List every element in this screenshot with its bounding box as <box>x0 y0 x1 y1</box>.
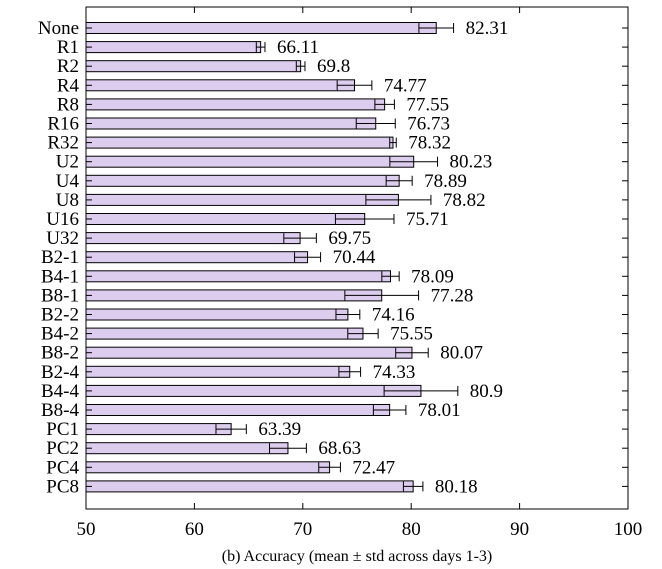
value-label: 69.8 <box>317 56 350 77</box>
value-label: 77.28 <box>431 285 474 306</box>
category-label: PC8 <box>46 476 79 497</box>
value-label: 78.32 <box>408 133 451 154</box>
category-label: PC2 <box>46 438 79 459</box>
bar <box>85 117 377 130</box>
value-label: 68.63 <box>318 438 361 459</box>
bar <box>85 232 301 245</box>
value-label: 80.23 <box>450 152 493 173</box>
category-label: R8 <box>57 94 79 115</box>
category-label: B8-4 <box>41 400 80 421</box>
x-tick-label: 60 <box>185 519 204 540</box>
bar <box>85 480 414 493</box>
value-label: 76.73 <box>407 114 450 135</box>
category-label: None <box>38 18 79 39</box>
x-tick-label: 50 <box>77 519 96 540</box>
value-label: 80.9 <box>470 381 503 402</box>
bar <box>85 193 399 206</box>
category-label: B4-4 <box>41 381 80 402</box>
bars-layer: 82.3166.1169.874.7777.5576.7378.3280.237… <box>85 18 509 497</box>
category-label: R32 <box>47 133 79 154</box>
value-label: 82.31 <box>466 18 509 39</box>
value-label: 74.16 <box>372 305 415 326</box>
category-label: U8 <box>56 190 79 211</box>
category-label: R2 <box>57 56 79 77</box>
category-label: U32 <box>46 228 79 249</box>
bar <box>85 384 422 397</box>
value-label: 74.33 <box>373 362 416 383</box>
value-label: 63.39 <box>258 419 301 440</box>
bar <box>85 461 331 474</box>
bar <box>85 98 386 111</box>
bar <box>85 155 415 168</box>
bar <box>85 174 400 187</box>
bar <box>85 213 366 225</box>
value-label: 70.44 <box>333 247 376 268</box>
value-label: 69.75 <box>328 228 371 249</box>
x-tick-label: 100 <box>614 519 643 540</box>
bar <box>85 442 289 455</box>
value-label: 72.47 <box>352 457 395 478</box>
value-label: 80.07 <box>440 343 483 364</box>
x-axis: 50 60 70 80 90 100 <box>77 7 643 540</box>
x-tick-label: 80 <box>402 519 421 540</box>
category-label: U4 <box>56 171 80 192</box>
value-label: 74.77 <box>384 75 427 96</box>
bar <box>85 251 309 264</box>
value-label: 78.82 <box>443 190 486 211</box>
bar <box>85 22 437 34</box>
category-label: PC1 <box>46 419 79 440</box>
bar <box>85 41 262 54</box>
bar <box>85 136 394 149</box>
bar <box>85 60 302 73</box>
category-label: B2-1 <box>41 247 79 268</box>
category-label: B8-1 <box>41 285 79 306</box>
value-label: 77.55 <box>406 94 449 115</box>
x-axis-label: (b) Accuracy (mean ± std across days 1-3… <box>222 548 492 565</box>
value-label: 78.89 <box>424 171 467 192</box>
x-tick-label: 90 <box>510 519 529 540</box>
value-label: 66.11 <box>277 37 319 58</box>
x-tick-label: 70 <box>293 519 312 540</box>
value-label: 78.09 <box>411 266 454 287</box>
y-axis-categories: NoneR1R2R4R8R16R32U2U4U8U16U32B2-1B4-1B8… <box>38 18 628 497</box>
category-label: B4-2 <box>41 324 79 345</box>
bar <box>85 270 391 283</box>
value-label: 80.18 <box>435 476 478 497</box>
category-label: R4 <box>57 75 80 96</box>
bar <box>85 423 232 436</box>
category-label: B4-1 <box>41 266 79 287</box>
value-label: 75.71 <box>406 209 449 230</box>
category-label: B2-2 <box>41 305 79 326</box>
bar <box>85 404 391 416</box>
category-label: B2-4 <box>41 362 80 383</box>
bar <box>85 308 349 321</box>
category-label: R16 <box>47 114 79 135</box>
bar <box>85 365 351 378</box>
category-label: R1 <box>57 37 79 58</box>
category-label: B8-2 <box>41 343 79 364</box>
bar <box>85 289 383 302</box>
bar <box>85 327 364 340</box>
category-label: U16 <box>46 209 79 230</box>
bar <box>85 346 413 359</box>
bar <box>85 79 356 92</box>
category-label: PC4 <box>46 457 79 478</box>
category-label: U2 <box>56 152 79 173</box>
value-label: 75.55 <box>390 324 433 345</box>
value-label: 78.01 <box>418 400 461 421</box>
